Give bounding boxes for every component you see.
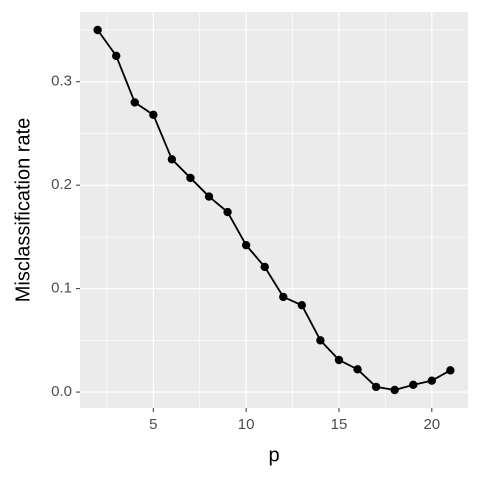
point xyxy=(241,240,251,250)
point xyxy=(167,155,177,164)
y-tick-label: 0.2 xyxy=(51,176,72,193)
x-axis-title: p xyxy=(268,444,279,466)
y-tick-label: 0.0 xyxy=(51,383,72,400)
point xyxy=(390,385,399,395)
point xyxy=(371,382,381,392)
point xyxy=(334,355,344,365)
y-tick-label: 0.3 xyxy=(51,73,72,90)
point xyxy=(149,110,158,120)
point xyxy=(427,376,436,385)
x-tick-label: 15 xyxy=(331,416,348,433)
point xyxy=(112,51,121,61)
x-tick-label: 20 xyxy=(423,416,440,433)
point xyxy=(260,262,269,272)
point xyxy=(279,292,288,302)
x-tick-label: 5 xyxy=(149,416,157,433)
point xyxy=(130,98,139,107)
point xyxy=(93,25,102,35)
point xyxy=(204,192,214,201)
point xyxy=(186,173,195,183)
point xyxy=(353,365,362,374)
panel xyxy=(80,12,468,408)
point xyxy=(316,336,325,345)
point xyxy=(223,207,232,217)
y-axis-title: Misclassification rate xyxy=(12,118,34,303)
y-tick-label: 0.1 xyxy=(51,280,72,297)
point xyxy=(409,380,418,390)
point xyxy=(297,300,307,310)
x-tick-label: 10 xyxy=(238,416,255,433)
point xyxy=(446,366,455,375)
